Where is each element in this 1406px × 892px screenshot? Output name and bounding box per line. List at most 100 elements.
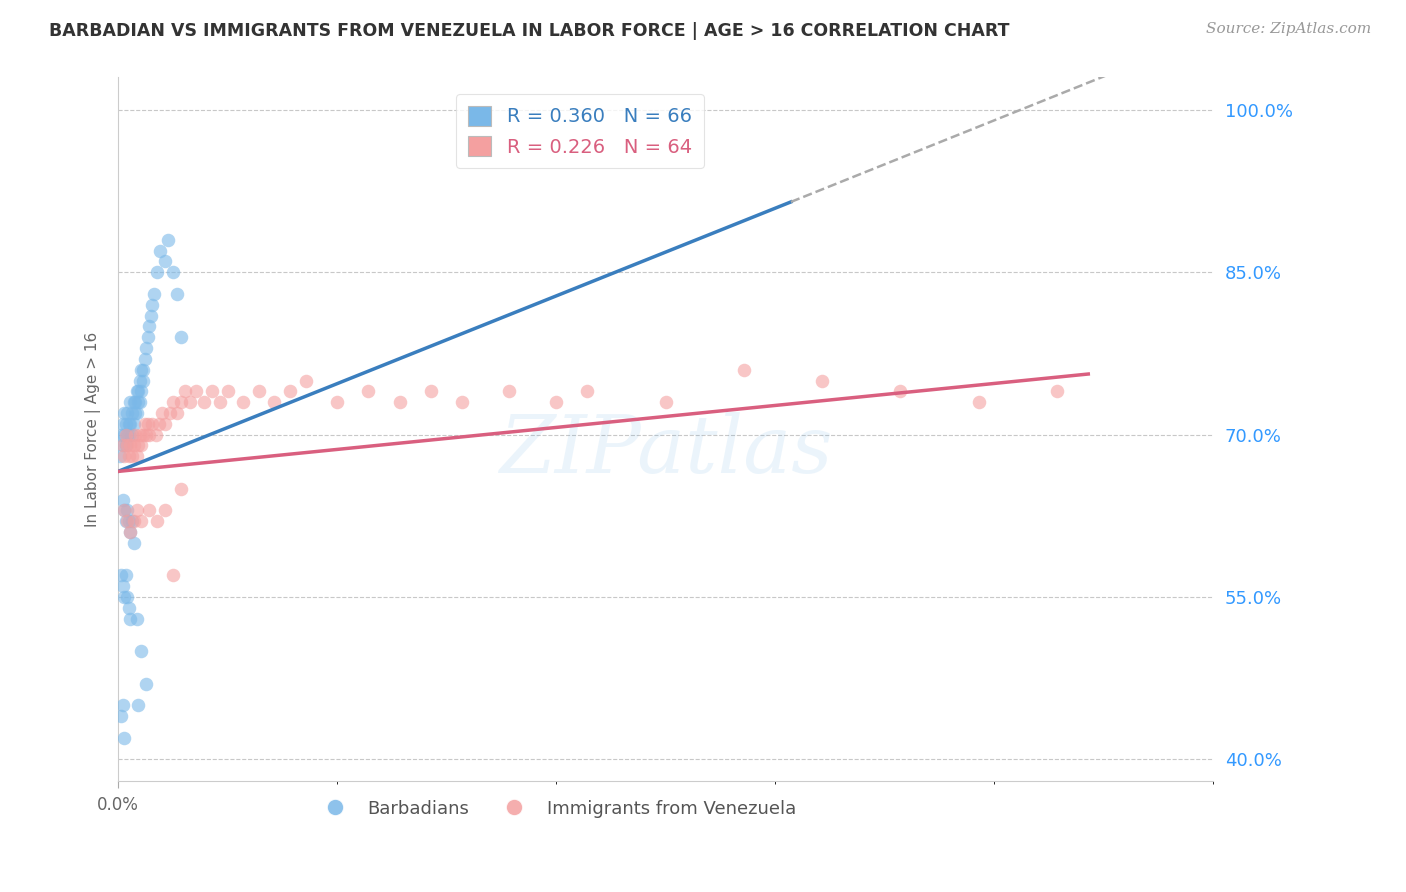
- Point: [127, 698, 149, 713]
- Point: [121, 450, 143, 464]
- Point: [112, 731, 135, 745]
- Point: [112, 450, 135, 464]
- Point: [186, 384, 208, 399]
- Point: [889, 384, 911, 399]
- Point: [451, 395, 474, 409]
- Point: [162, 568, 184, 582]
- Point: [135, 427, 157, 442]
- Point: [134, 417, 156, 431]
- Point: [112, 590, 135, 604]
- Point: [120, 524, 142, 539]
- Point: [114, 568, 136, 582]
- Point: [112, 406, 135, 420]
- Point: [967, 395, 990, 409]
- Point: [118, 417, 141, 431]
- Point: [111, 438, 134, 452]
- Point: [149, 244, 172, 258]
- Point: [121, 406, 143, 420]
- Point: [111, 579, 134, 593]
- Point: [125, 406, 148, 420]
- Point: [294, 374, 316, 388]
- Point: [128, 374, 150, 388]
- Point: [146, 265, 169, 279]
- Point: [157, 233, 180, 247]
- Point: [120, 417, 142, 431]
- Point: [121, 514, 143, 528]
- Point: [132, 427, 155, 442]
- Point: [127, 438, 149, 452]
- Point: [136, 330, 159, 344]
- Point: [118, 427, 141, 442]
- Point: [138, 427, 160, 442]
- Point: [128, 427, 150, 442]
- Point: [420, 384, 443, 399]
- Point: [114, 514, 136, 528]
- Legend: Barbadians, Immigrants from Venezuela: Barbadians, Immigrants from Venezuela: [309, 792, 803, 825]
- Point: [118, 514, 141, 528]
- Point: [118, 600, 141, 615]
- Point: [127, 384, 149, 399]
- Point: [201, 384, 224, 399]
- Point: [120, 524, 142, 539]
- Point: [122, 536, 145, 550]
- Point: [120, 438, 142, 452]
- Point: [117, 438, 139, 452]
- Point: [112, 503, 135, 517]
- Y-axis label: In Labor Force | Age > 16: In Labor Force | Age > 16: [86, 332, 101, 527]
- Point: [388, 395, 411, 409]
- Point: [117, 427, 139, 442]
- Point: [145, 427, 167, 442]
- Point: [217, 384, 239, 399]
- Point: [117, 406, 139, 420]
- Point: [111, 492, 134, 507]
- Point: [112, 427, 135, 442]
- Point: [131, 384, 153, 399]
- Point: [118, 450, 141, 464]
- Point: [125, 450, 148, 464]
- Point: [166, 287, 188, 301]
- Point: [146, 514, 169, 528]
- Point: [162, 265, 184, 279]
- Point: [128, 395, 150, 409]
- Point: [122, 438, 145, 452]
- Point: [117, 514, 139, 528]
- Point: [166, 406, 188, 420]
- Point: [121, 427, 143, 442]
- Point: [153, 417, 176, 431]
- Point: [131, 644, 153, 658]
- Point: [326, 395, 349, 409]
- Point: [247, 384, 270, 399]
- Point: [111, 417, 134, 431]
- Point: [169, 330, 191, 344]
- Point: [733, 362, 755, 376]
- Point: [110, 568, 132, 582]
- Point: [232, 395, 254, 409]
- Point: [179, 395, 201, 409]
- Point: [143, 287, 166, 301]
- Point: [132, 362, 155, 376]
- Point: [169, 395, 191, 409]
- Point: [174, 384, 197, 399]
- Point: [141, 417, 163, 431]
- Point: [127, 395, 149, 409]
- Point: [135, 341, 157, 355]
- Point: [136, 417, 159, 431]
- Point: [124, 406, 146, 420]
- Point: [131, 362, 153, 376]
- Point: [114, 438, 136, 452]
- Point: [576, 384, 599, 399]
- Text: BARBADIAN VS IMMIGRANTS FROM VENEZUELA IN LABOR FORCE | AGE > 16 CORRELATION CHA: BARBADIAN VS IMMIGRANTS FROM VENEZUELA I…: [49, 22, 1010, 40]
- Point: [278, 384, 301, 399]
- Point: [111, 438, 134, 452]
- Point: [124, 427, 146, 442]
- Point: [135, 676, 157, 690]
- Point: [125, 503, 148, 517]
- Point: [138, 319, 160, 334]
- Point: [153, 254, 176, 268]
- Point: [357, 384, 380, 399]
- Point: [139, 309, 162, 323]
- Point: [208, 395, 231, 409]
- Point: [138, 503, 160, 517]
- Point: [148, 417, 170, 431]
- Point: [125, 612, 148, 626]
